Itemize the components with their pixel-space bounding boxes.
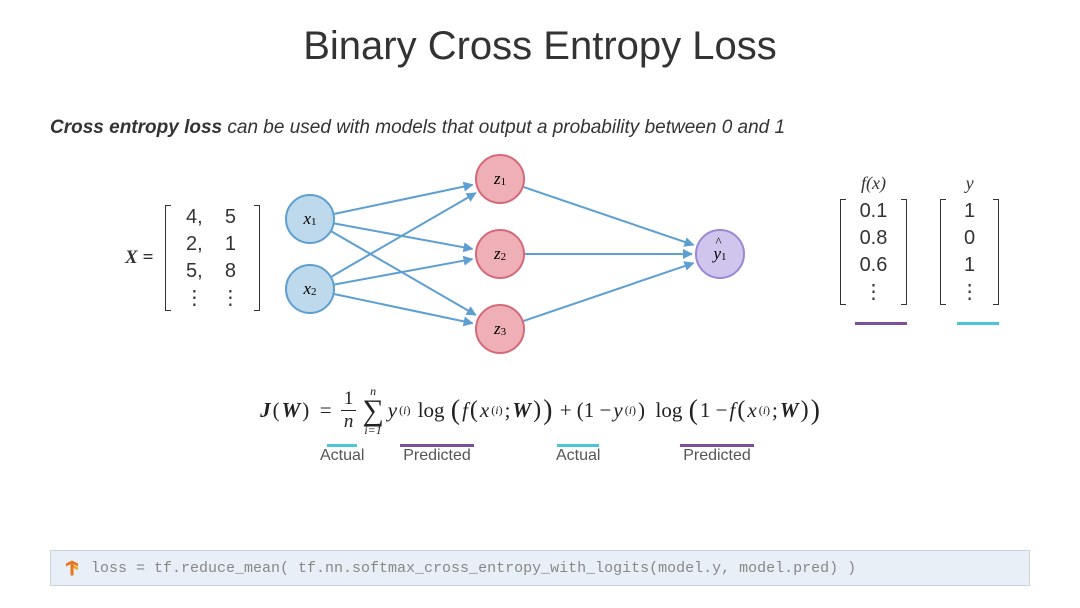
matrix-cell: ⋮ bbox=[212, 285, 248, 312]
matrix-cell: 0 bbox=[952, 225, 988, 252]
vector-fx: f(x) 0.10.80.6⋮ bbox=[840, 173, 907, 315]
subtitle-rest: can be used with models that output a pr… bbox=[222, 117, 785, 138]
matrix-cell: 0.8 bbox=[852, 225, 896, 252]
vector-fx-header: f(x) bbox=[840, 173, 907, 194]
matrix-X-label: X = bbox=[125, 247, 153, 268]
matrix-cell: 1 bbox=[952, 252, 988, 279]
vector-fx-body: 0.10.80.6⋮ bbox=[852, 198, 896, 306]
formula-annotation: Actual bbox=[556, 444, 600, 465]
bracket-icon bbox=[940, 199, 946, 305]
subtitle-lead: Cross entropy loss bbox=[50, 117, 222, 138]
slide-title: Binary Cross Entropy Loss bbox=[0, 0, 1080, 69]
node-y1: y1 bbox=[695, 229, 745, 279]
matrix-cell: 5 bbox=[212, 204, 248, 231]
slide-subtitle: Cross entropy loss can be used with mode… bbox=[0, 69, 1080, 139]
tensorflow-icon bbox=[63, 559, 81, 577]
matrix-cell: 0.6 bbox=[852, 252, 896, 279]
bracket-icon bbox=[901, 199, 907, 305]
node-z1: z1 bbox=[475, 154, 525, 204]
matrix-cell: ⋮ bbox=[952, 279, 988, 306]
matrix-X-body: 4,52,15,8⋮⋮ bbox=[176, 204, 248, 312]
vector-y-header: y bbox=[940, 173, 999, 194]
formula-annotation: Predicted bbox=[680, 444, 754, 465]
code-snippet: loss = tf.reduce_mean( tf.nn.softmax_cro… bbox=[50, 550, 1030, 586]
formula-expression: J(W) = 1n n∑i=1 y(i) log (f(x(i); W)) + … bbox=[260, 385, 820, 436]
code-text: loss = tf.reduce_mean( tf.nn.softmax_cro… bbox=[91, 560, 856, 577]
formula-annotation: Predicted bbox=[400, 444, 474, 465]
vector-y-body: 101⋮ bbox=[952, 198, 988, 306]
network-diagram: x1x2z1z2z3y1 X = 4,52,15,8⋮⋮ f(x) 0.10.8… bbox=[0, 149, 1080, 379]
matrix-cell: 1 bbox=[212, 231, 248, 258]
bracket-icon bbox=[254, 205, 260, 311]
matrix-cell: 8 bbox=[212, 258, 248, 285]
matrix-cell: 2, bbox=[176, 231, 212, 258]
matrix-cell: 4, bbox=[176, 204, 212, 231]
bracket-icon bbox=[840, 199, 846, 305]
formula-annotations: Actual Predicted Actual Predicted bbox=[240, 436, 840, 464]
matrix-X: X = 4,52,15,8⋮⋮ bbox=[125, 204, 260, 312]
vector-fx-underline bbox=[855, 322, 907, 325]
formula-annotation: Actual bbox=[320, 444, 364, 465]
node-z2: z2 bbox=[475, 229, 525, 279]
matrix-cell: ⋮ bbox=[176, 285, 212, 312]
matrix-cell: 0.1 bbox=[852, 198, 896, 225]
matrix-cell: ⋮ bbox=[852, 279, 896, 306]
node-x2: x2 bbox=[285, 264, 335, 314]
matrix-cell: 5, bbox=[176, 258, 212, 285]
vector-y: y 101⋮ bbox=[940, 173, 999, 315]
bracket-icon bbox=[165, 205, 171, 311]
vector-y-underline bbox=[957, 322, 999, 325]
bracket-icon bbox=[993, 199, 999, 305]
node-x1: x1 bbox=[285, 194, 335, 244]
matrix-cell: 1 bbox=[952, 198, 988, 225]
loss-formula: J(W) = 1n n∑i=1 y(i) log (f(x(i); W)) + … bbox=[0, 385, 1080, 465]
node-z3: z3 bbox=[475, 304, 525, 354]
